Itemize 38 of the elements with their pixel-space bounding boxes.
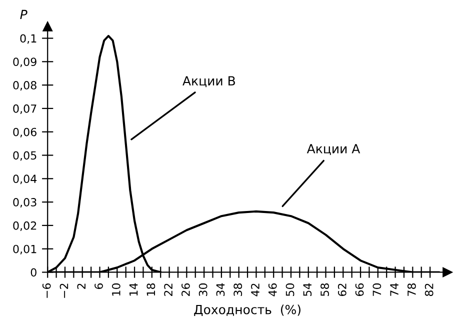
x-tick-label: 74 bbox=[390, 283, 398, 296]
x-tick-label: 2 bbox=[77, 284, 86, 289]
x-tick-label: 78 bbox=[407, 283, 416, 296]
x-tick-label: 34 bbox=[216, 283, 225, 296]
x-tick-label: 38 bbox=[234, 283, 242, 296]
x-tick-label: 62 bbox=[338, 284, 346, 296]
y-axis-title: P bbox=[20, 10, 28, 20]
x-tick-label: 46 bbox=[268, 283, 277, 296]
x-tick-label: −2 bbox=[60, 284, 68, 298]
x-tick-label: 22 bbox=[164, 284, 172, 296]
x-tick-label: 26 bbox=[181, 283, 190, 296]
y-tick-label: 0,03 bbox=[13, 198, 36, 208]
y-tick-label: 0,02 bbox=[13, 221, 36, 231]
y-tick-label: 0,07 bbox=[13, 104, 36, 114]
y-tick-label: 0,08 bbox=[13, 81, 36, 91]
text: Акции B bbox=[182, 76, 235, 88]
x-tick-label: 54 bbox=[303, 283, 312, 296]
x-tick-label: 82 bbox=[424, 284, 434, 296]
y-tick-label: 0,01 bbox=[13, 244, 36, 254]
x-tick-label: 42 bbox=[251, 284, 260, 296]
x-tick-label: −6 bbox=[42, 283, 51, 298]
x-tick-label: 14 bbox=[129, 283, 138, 296]
x-tick-label: 66 bbox=[355, 283, 364, 296]
x-tick-label: 30 bbox=[198, 283, 208, 296]
y-tick-label: 0,04 bbox=[13, 174, 37, 184]
text: Акции A bbox=[306, 144, 360, 155]
x-tick-label: 50 bbox=[286, 283, 294, 296]
x-tick-label: 6 bbox=[94, 283, 103, 289]
x-tick-label: 10 bbox=[112, 283, 120, 296]
y-tick-label: 0 bbox=[30, 268, 36, 277]
y-tick-label: 0,09 bbox=[13, 58, 36, 68]
x-tick-label: 58 bbox=[320, 283, 329, 296]
y-tick-label: 0,05 bbox=[13, 151, 36, 161]
y-tick-label: 0,1 bbox=[20, 34, 36, 44]
x-axis-title: Доходность (%) bbox=[194, 304, 300, 316]
x-tick-label: 18 bbox=[146, 283, 156, 296]
x-tick-label: 70 bbox=[372, 283, 382, 296]
y-tick-label: 0,06 bbox=[13, 128, 36, 138]
